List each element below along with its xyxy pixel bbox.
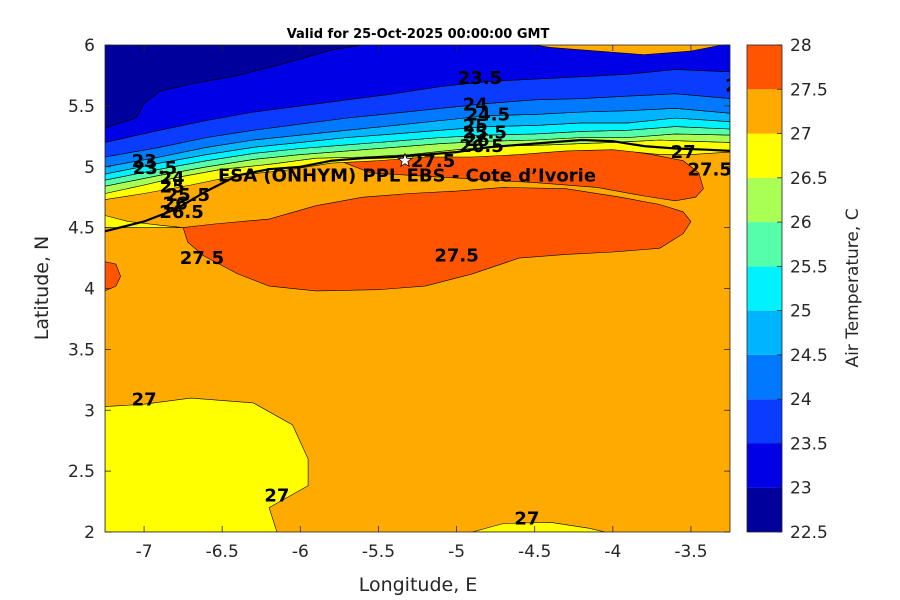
y-tick-label: 3.5 [68, 340, 95, 360]
y-tick-label: 6 [84, 36, 95, 56]
colorbar-band [747, 133, 782, 178]
contour-label: 27 [132, 389, 157, 410]
contour-label: 24.5 [466, 105, 510, 126]
contour-label: 26 [464, 130, 489, 151]
y-tick-label: 3 [84, 401, 95, 421]
coastline [105, 138, 730, 233]
colorbar-band [747, 443, 782, 488]
contour-label: 23.5 [458, 68, 502, 89]
contour-label: 25.5 [166, 185, 210, 206]
colorbar-tick-label: 28 [790, 36, 812, 56]
x-tick-label: -5.5 [362, 542, 395, 562]
y-axis-label: Latitude, N [31, 236, 53, 341]
colorbar-band [747, 177, 782, 223]
contour-label: 26.5 [159, 202, 203, 223]
contour-label: 27 [514, 509, 539, 530]
y-tick-label: 2.5 [68, 462, 95, 482]
contour-label: 27 [671, 142, 696, 163]
x-tick-label: -7 [136, 542, 153, 562]
colorbar-band [747, 266, 782, 311]
contour-label: 27 [264, 486, 289, 507]
colorbar: 22.5 23 23.5 24 24.5 25 25.5 26 26.5 27 27.5 28 [746, 36, 828, 543]
contour-label: 27.5 [411, 151, 455, 172]
x-tick-label: -4 [604, 542, 621, 562]
colorbar-tick-label: 24.5 [790, 346, 828, 366]
y-tick-label: 5 [84, 158, 95, 178]
site-label: ESA (ONHYM) PPL EBS - Cote d’Ivorie [218, 166, 596, 187]
colorbar-band [747, 487, 782, 532]
contour-label: 24 [463, 95, 488, 116]
colorbar-tick-label: 25.5 [790, 257, 828, 277]
y-axis: 2 2.5 3 3.5 4 4.5 5 5.5 6 [68, 36, 730, 543]
contour-label: 26.5 [459, 136, 503, 157]
colorbar-tick-label: 23.5 [790, 434, 828, 454]
contour-label: 25 [463, 115, 488, 136]
colorbar-tick-label: 27 [790, 125, 812, 145]
colorbar-tick-label: 24 [790, 390, 812, 410]
chart-title: Valid for 25-Oct-2025 00:00:00 GMT [287, 27, 550, 42]
contour-label: 25 [160, 176, 185, 197]
x-tick-label: -6 [292, 542, 309, 562]
y-tick-label: 2 [84, 523, 95, 543]
x-tick-label: -5 [448, 542, 465, 562]
contour-label: 25.5 [462, 123, 506, 144]
site-marker [397, 152, 413, 168]
colorbar-label: Air Temperature, C [843, 208, 863, 367]
contour-region [105, 397, 309, 532]
contour-label: 26 [163, 193, 188, 214]
colorbar-band [747, 399, 782, 444]
x-axis-label: Longitude, E [359, 574, 478, 596]
y-tick-label: 4 [84, 280, 95, 300]
colorbar-tick-label: 23 [790, 479, 812, 499]
y-tick-label: 5.5 [68, 97, 95, 117]
colorbar-band [747, 310, 782, 355]
contour-label: 27.5 [687, 159, 731, 180]
contour-region [472, 521, 606, 532]
colorbar-band [747, 222, 782, 267]
colorbar-tick-label: 22.5 [790, 523, 828, 543]
x-tick-label: -4.5 [518, 542, 551, 562]
colorbar-tick-label: 27.5 [790, 80, 828, 100]
colorbar-band [747, 354, 782, 400]
contour-label: 23 [725, 75, 750, 96]
contour-label: 24 [160, 168, 185, 189]
contour-label: 27.5 [434, 246, 478, 267]
x-tick-label: -3.5 [674, 542, 707, 562]
contour-region [105, 261, 121, 292]
plot-area [105, 45, 730, 532]
contour-lines: 2323.52424.52525.52626.52323.5242525.526… [105, 68, 750, 530]
plot-frame [104, 44, 731, 533]
contour-label: 27.5 [180, 248, 224, 269]
y-tick-label: 4.5 [68, 219, 95, 239]
x-tick-label: -6.5 [206, 542, 239, 562]
contour-label: 23 [132, 151, 157, 172]
contour-region [182, 187, 692, 292]
colorbar-tick-label: 26 [790, 213, 812, 233]
colorbar-frame [746, 44, 783, 533]
colorbar-tick-label: 25 [790, 302, 812, 322]
colorbar-tick-label: 26.5 [790, 169, 828, 189]
colorbar-band [747, 89, 782, 134]
contour-label: 23.5 [133, 158, 177, 179]
x-axis: -7 -6.5 -6 -5.5 -5 -4.5 -4 -3.5 [136, 45, 708, 562]
contour-region [105, 45, 363, 129]
colorbar-band [747, 45, 782, 90]
